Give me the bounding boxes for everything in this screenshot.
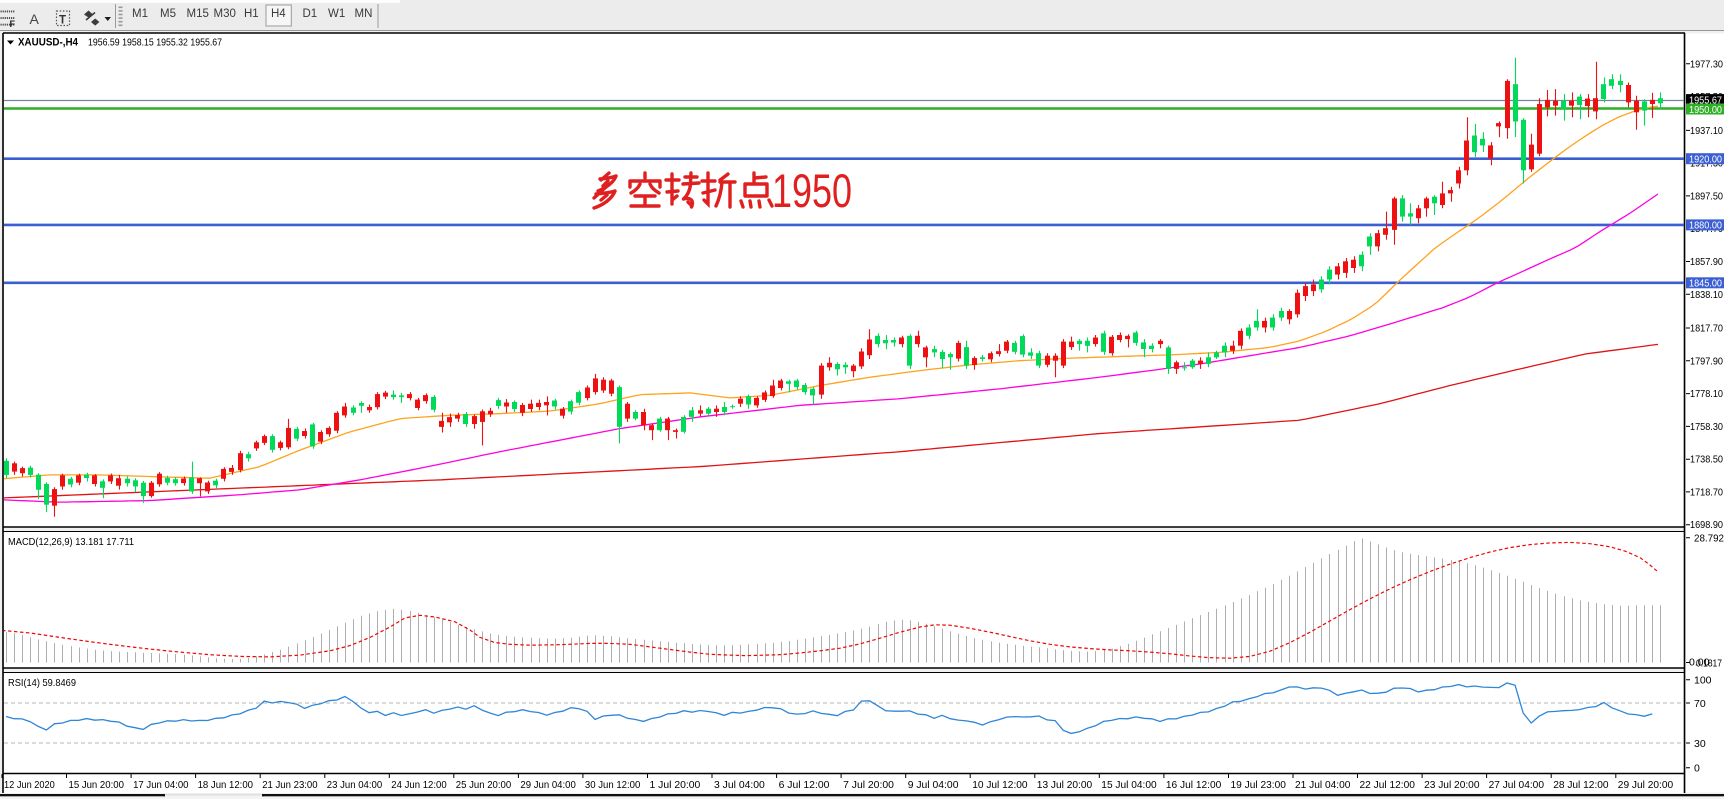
svg-text:1937.10: 1937.10 bbox=[1690, 125, 1723, 137]
svg-text:29 Jun 04:00: 29 Jun 04:00 bbox=[520, 779, 576, 791]
svg-text:17 Jun 04:00: 17 Jun 04:00 bbox=[133, 779, 189, 791]
svg-text:A: A bbox=[30, 11, 40, 27]
svg-text:25 Jun 20:00: 25 Jun 20:00 bbox=[456, 779, 512, 791]
svg-text:1845.00: 1845.00 bbox=[1689, 278, 1722, 290]
svg-text:1698.90: 1698.90 bbox=[1690, 519, 1723, 531]
svg-text:1758.30: 1758.30 bbox=[1690, 421, 1723, 433]
svg-text:3 Jul 04:00: 3 Jul 04:00 bbox=[714, 779, 765, 791]
svg-text:23 Jul 20:00: 23 Jul 20:00 bbox=[1424, 779, 1480, 791]
svg-text:21 Jul 04:00: 21 Jul 04:00 bbox=[1295, 779, 1351, 791]
svg-text:28.792: 28.792 bbox=[1694, 533, 1724, 545]
svg-text:0.00: 0.00 bbox=[1689, 657, 1710, 669]
svg-text:15 Jun 20:00: 15 Jun 20:00 bbox=[69, 779, 125, 791]
svg-text:21 Jun 23:00: 21 Jun 23:00 bbox=[262, 779, 318, 791]
svg-text:1920.00: 1920.00 bbox=[1689, 154, 1722, 166]
svg-text:1897.50: 1897.50 bbox=[1690, 190, 1723, 202]
svg-text:F: F bbox=[10, 19, 16, 29]
svg-text:1955.67: 1955.67 bbox=[1689, 94, 1722, 106]
svg-text:24 Jun 12:00: 24 Jun 12:00 bbox=[391, 779, 447, 791]
svg-text:12 Jun 2020: 12 Jun 2020 bbox=[4, 779, 55, 791]
svg-text:1 Jul 20:00: 1 Jul 20:00 bbox=[650, 779, 701, 791]
svg-text:1880.00: 1880.00 bbox=[1689, 220, 1722, 232]
svg-text:70: 70 bbox=[1694, 698, 1706, 710]
svg-text:27 Jul 04:00: 27 Jul 04:00 bbox=[1489, 779, 1545, 791]
svg-text:7 Jul 20:00: 7 Jul 20:00 bbox=[843, 779, 894, 791]
svg-text:10 Jul 12:00: 10 Jul 12:00 bbox=[972, 779, 1028, 791]
svg-text:1950.00: 1950.00 bbox=[1689, 104, 1722, 116]
svg-text:1838.10: 1838.10 bbox=[1690, 289, 1723, 301]
svg-text:23 Jun 04:00: 23 Jun 04:00 bbox=[327, 779, 383, 791]
svg-text:1956.59 1958.15 1955.32 1955.6: 1956.59 1958.15 1955.32 1955.67 bbox=[88, 37, 222, 49]
svg-text:22 Jul 12:00: 22 Jul 12:00 bbox=[1360, 779, 1416, 791]
svg-text:1817.70: 1817.70 bbox=[1690, 323, 1723, 335]
svg-text:1977.30: 1977.30 bbox=[1690, 58, 1723, 70]
svg-text:1950: 1950 bbox=[772, 164, 852, 217]
svg-text:0: 0 bbox=[1694, 763, 1700, 775]
svg-text:30 Jun 12:00: 30 Jun 12:00 bbox=[585, 779, 641, 791]
svg-text:30: 30 bbox=[1694, 738, 1706, 750]
svg-text:1857.90: 1857.90 bbox=[1690, 256, 1723, 268]
svg-text:XAUUSD-,H4: XAUUSD-,H4 bbox=[18, 37, 79, 49]
svg-text:18 Jun 12:00: 18 Jun 12:00 bbox=[198, 779, 254, 791]
svg-text:29 Jul 20:00: 29 Jul 20:00 bbox=[1618, 779, 1674, 791]
svg-text:T: T bbox=[59, 15, 66, 27]
svg-text:9 Jul 04:00: 9 Jul 04:00 bbox=[908, 779, 959, 791]
svg-text:1797.90: 1797.90 bbox=[1690, 355, 1723, 367]
svg-text:15 Jul 04:00: 15 Jul 04:00 bbox=[1101, 779, 1157, 791]
svg-text:1778.10: 1778.10 bbox=[1690, 388, 1723, 400]
svg-text:0.1817: 0.1817 bbox=[1696, 658, 1722, 670]
svg-text:13 Jul 20:00: 13 Jul 20:00 bbox=[1037, 779, 1093, 791]
svg-text:1738.50: 1738.50 bbox=[1690, 454, 1723, 466]
svg-text:19 Jul 23:00: 19 Jul 23:00 bbox=[1231, 779, 1287, 791]
svg-text:28 Jul 12:00: 28 Jul 12:00 bbox=[1553, 779, 1609, 791]
svg-text:6 Jul 12:00: 6 Jul 12:00 bbox=[779, 779, 830, 791]
svg-text:RSI(14) 59.8469: RSI(14) 59.8469 bbox=[8, 677, 76, 689]
svg-text:MACD(12,26,9) 13.181 17.711: MACD(12,26,9) 13.181 17.711 bbox=[8, 536, 134, 548]
svg-text:100: 100 bbox=[1694, 675, 1712, 687]
svg-text:16 Jul 12:00: 16 Jul 12:00 bbox=[1166, 779, 1222, 791]
svg-text:1718.70: 1718.70 bbox=[1690, 486, 1723, 498]
